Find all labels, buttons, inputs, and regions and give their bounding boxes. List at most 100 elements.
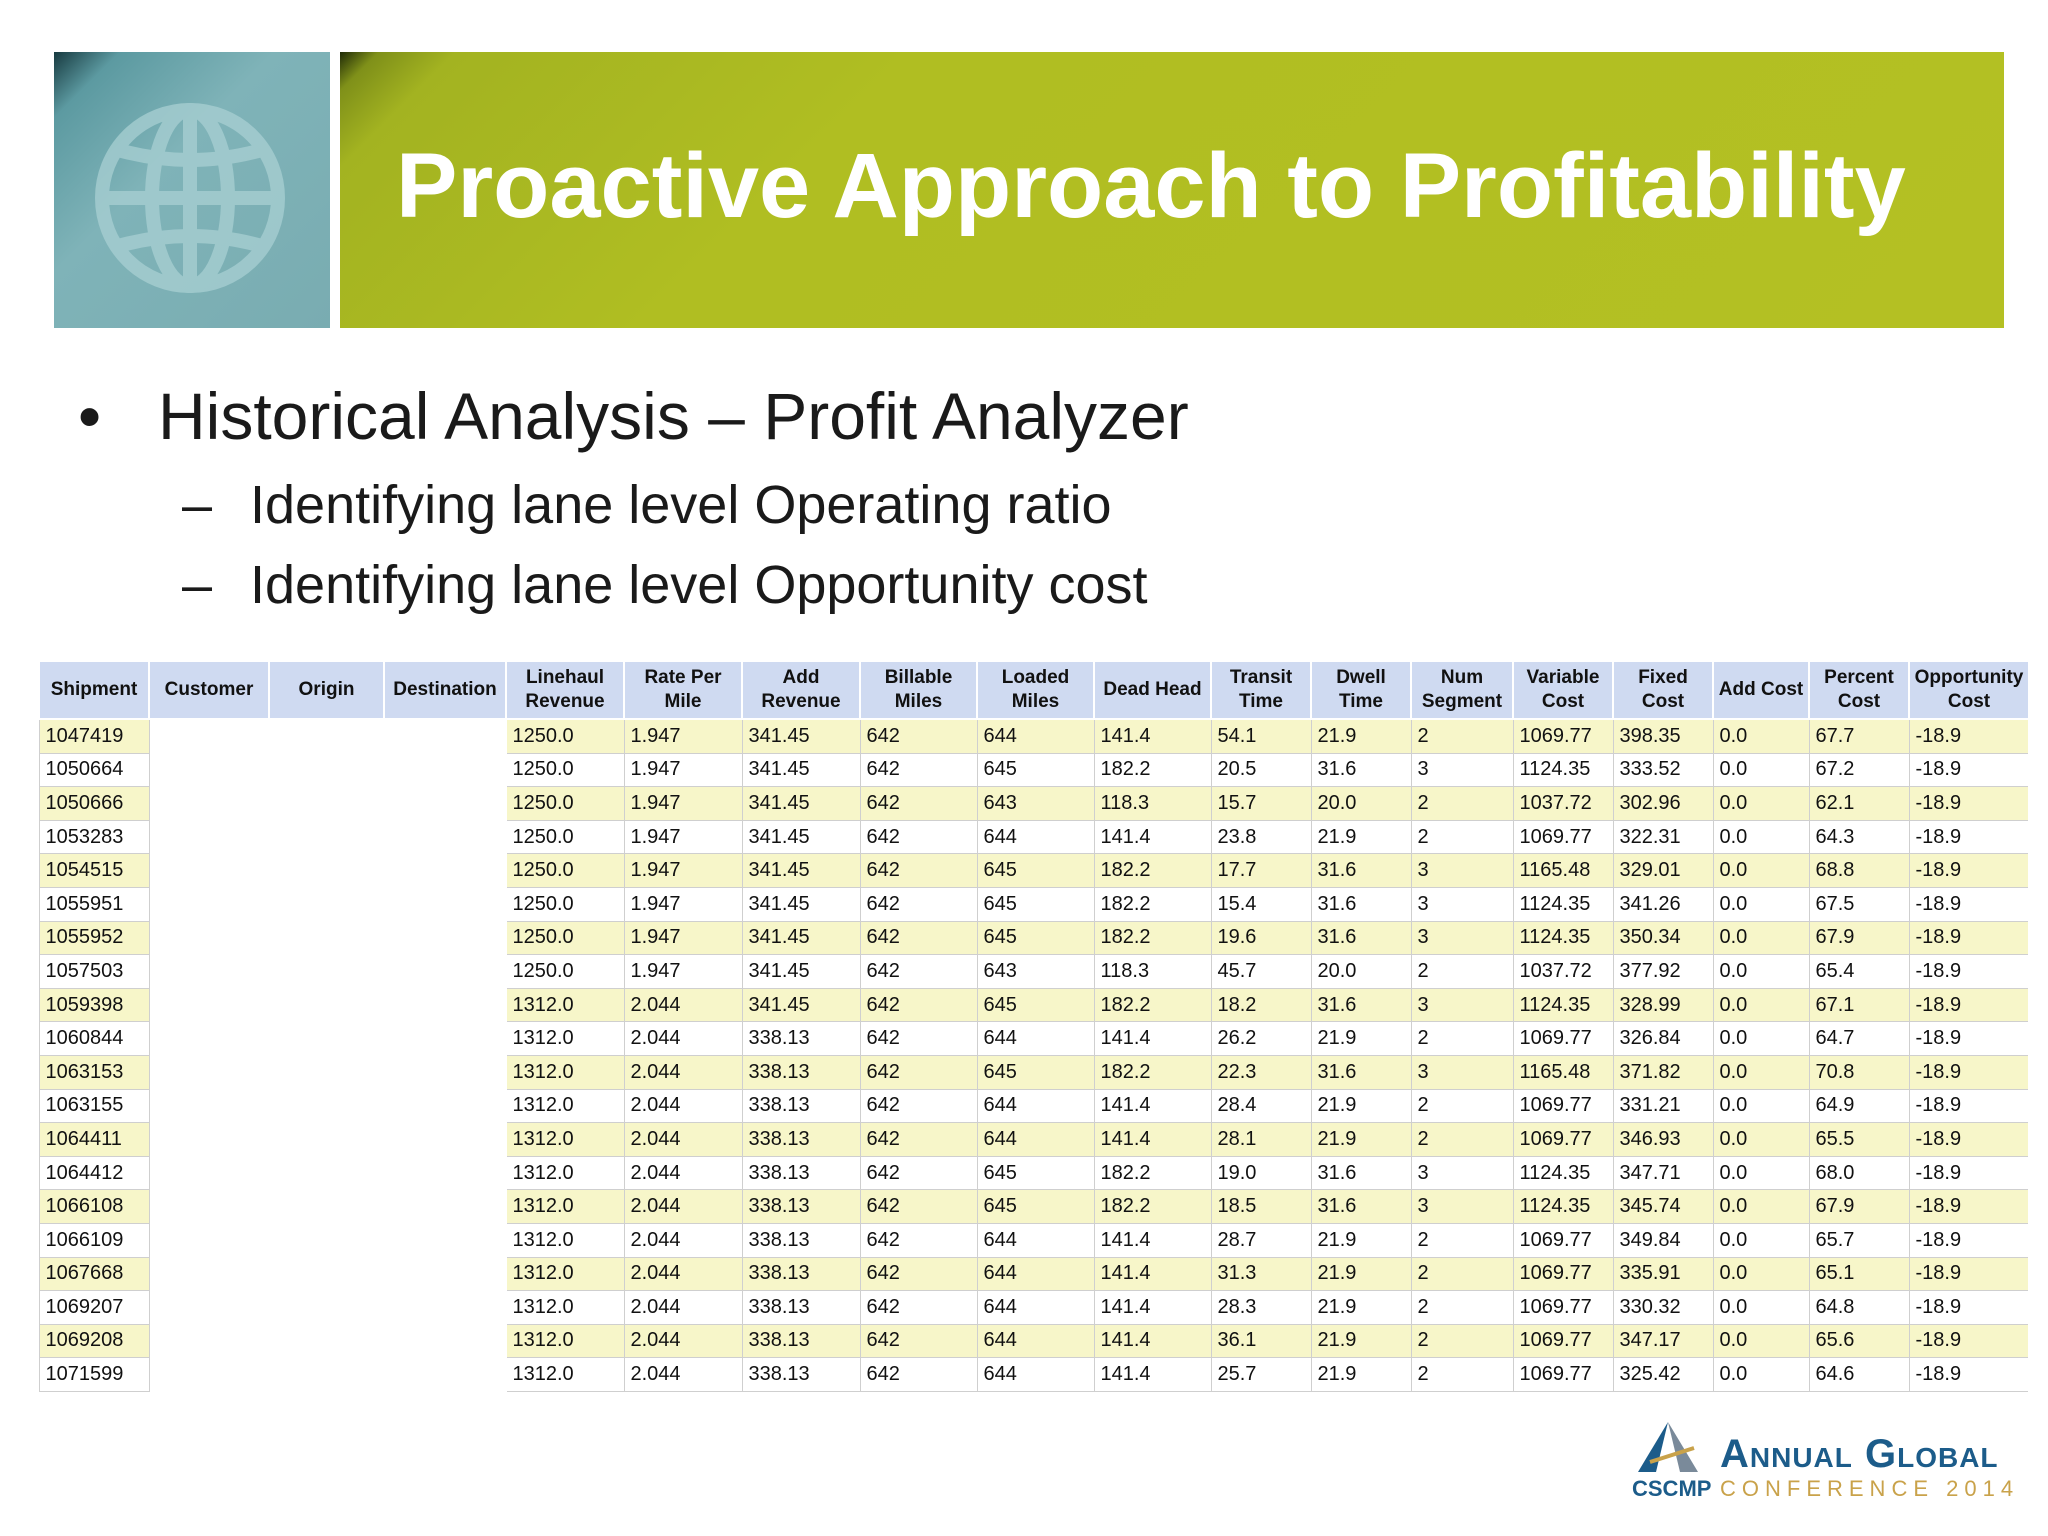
table-cell: 642 [859,1256,978,1292]
column-header: Percent Cost [1808,660,1910,720]
table-cell [148,1122,270,1157]
table-cell [148,886,270,922]
slide-title: Proactive Approach to Profitability [396,135,1906,237]
table-cell [268,954,385,989]
conference-logo: Annual Global CSCMP CONFERENCE 2014 [1628,1418,2013,1514]
column-header-text: Fixed [1638,667,1688,688]
table-cell: 2 [1410,1290,1514,1325]
table-cell [383,1323,507,1359]
table-cell: 644 [976,718,1095,754]
table-cell: 1312.0 [505,1155,625,1191]
table-cell: 1312.0 [505,1290,625,1325]
table-cell: 1312.0 [505,1122,625,1157]
table-cell: 1312.0 [505,1021,625,1056]
table-cell: 642 [859,752,978,788]
table-cell: 1124.35 [1512,987,1614,1023]
triangle-logo-icon [1638,1422,1698,1472]
table-cell: 64.6 [1808,1357,1910,1392]
table-cell: 1069.77 [1512,1122,1614,1157]
table-cell [383,1357,507,1392]
table-row: 1066108 1312.0 2.044 338.13 642 645 182.2 18.5 3… [38,1189,2028,1224]
table-cell [383,786,507,821]
table-cell: 21.9 [1310,1256,1412,1292]
table-cell [268,718,385,754]
table-cell: 31.6 [1310,920,1412,956]
table-cell: 645 [976,853,1095,888]
table-row: 1055952 1250.0 1.947 341.45 642 645 182.2 19.6 3… [38,920,2028,956]
table-cell: 1066109 [38,1222,150,1258]
table-cell: 1067668 [38,1256,150,1292]
table-cell: 0.0 [1712,786,1810,821]
table-cell [148,1256,270,1292]
table-cell: 1312.0 [505,987,625,1023]
column-header-text: Miles [894,691,943,712]
column-header-text: Add Cost [1718,679,1804,700]
table-cell: 0.0 [1712,752,1810,788]
table-cell: 20.5 [1210,752,1312,788]
table-cell: 67.9 [1808,1189,1910,1224]
table-cell: -18.9 [1908,1256,2028,1292]
table-cell: 341.45 [741,819,861,855]
table-cell: 341.45 [741,752,861,788]
table-cell: 26.2 [1210,1021,1312,1056]
table-cell: 2 [1410,819,1514,855]
table-cell: 1069.77 [1512,1323,1614,1359]
table-cell: 1066108 [38,1189,150,1224]
dash-symbol: – [182,475,213,535]
table-cell: 642 [859,920,978,956]
logo-brand: CSCMP [1632,1476,1712,1501]
table-cell: 645 [976,987,1095,1023]
table-cell [148,786,270,821]
table-cell: 1.947 [623,752,743,788]
table-cell [383,987,507,1023]
column-header: Fixed Cost [1612,660,1714,720]
table-cell: 45.7 [1210,954,1312,989]
table-cell [148,920,270,956]
table-cell: 22.3 [1210,1054,1312,1090]
table-cell: 64.8 [1808,1290,1910,1325]
table-cell [383,886,507,922]
table-cell: 1312.0 [505,1222,625,1258]
table-cell: 335.91 [1612,1256,1714,1292]
table-cell: -18.9 [1908,987,2028,1023]
table-cell: 2 [1410,1323,1514,1359]
column-header: Linehaul Revenue [505,660,625,720]
table-cell: 182.2 [1093,752,1212,788]
table-cell: 1069.77 [1512,1021,1614,1056]
table-cell [148,954,270,989]
table-cell: 1.947 [623,853,743,888]
table-row: 1055951 1250.0 1.947 341.45 642 645 182.2 15.4 3… [38,886,2028,922]
table-cell: 141.4 [1093,1021,1212,1056]
table-cell: 347.17 [1612,1323,1714,1359]
table-cell: 642 [859,1323,978,1359]
column-header-text: Loaded [1001,667,1070,688]
table-cell: 28.7 [1210,1222,1312,1258]
table-cell [268,1222,385,1258]
column-header: Billable Miles [859,660,978,720]
table-cell [148,1189,270,1224]
column-header-text: Time [1238,691,1283,712]
table-cell [383,819,507,855]
table-cell: 67.5 [1808,886,1910,922]
table-cell: 642 [859,1054,978,1090]
table-cell: 28.1 [1210,1122,1312,1157]
table-cell: 3 [1410,1189,1514,1224]
table-cell: 28.3 [1210,1290,1312,1325]
column-header-text: Time [1338,691,1383,712]
table-cell: 330.32 [1612,1290,1714,1325]
column-header-text: Customer [164,679,254,700]
sub-bullet-1: – Identifying lane level Operating ratio [182,474,1112,536]
table-cell: 0.0 [1712,987,1810,1023]
table-cell: 2.044 [623,1222,743,1258]
logo-line-1: Annual Global [1720,1432,1999,1476]
column-header: Loaded Miles [976,660,1095,720]
table-cell: 3 [1410,886,1514,922]
table-cell: 322.31 [1612,819,1714,855]
table-cell: 2.044 [623,1323,743,1359]
table-cell: 1069.77 [1512,1222,1614,1258]
table-cell: 333.52 [1612,752,1714,788]
table-cell: 1069207 [38,1290,150,1325]
profit-analyzer-table: Shipment Customer Origin Destination Linehau… [38,660,2028,1392]
sub-bullet-2: – Identifying lane level Opportunity cost [182,554,1148,616]
table-cell: 2.044 [623,1021,743,1056]
